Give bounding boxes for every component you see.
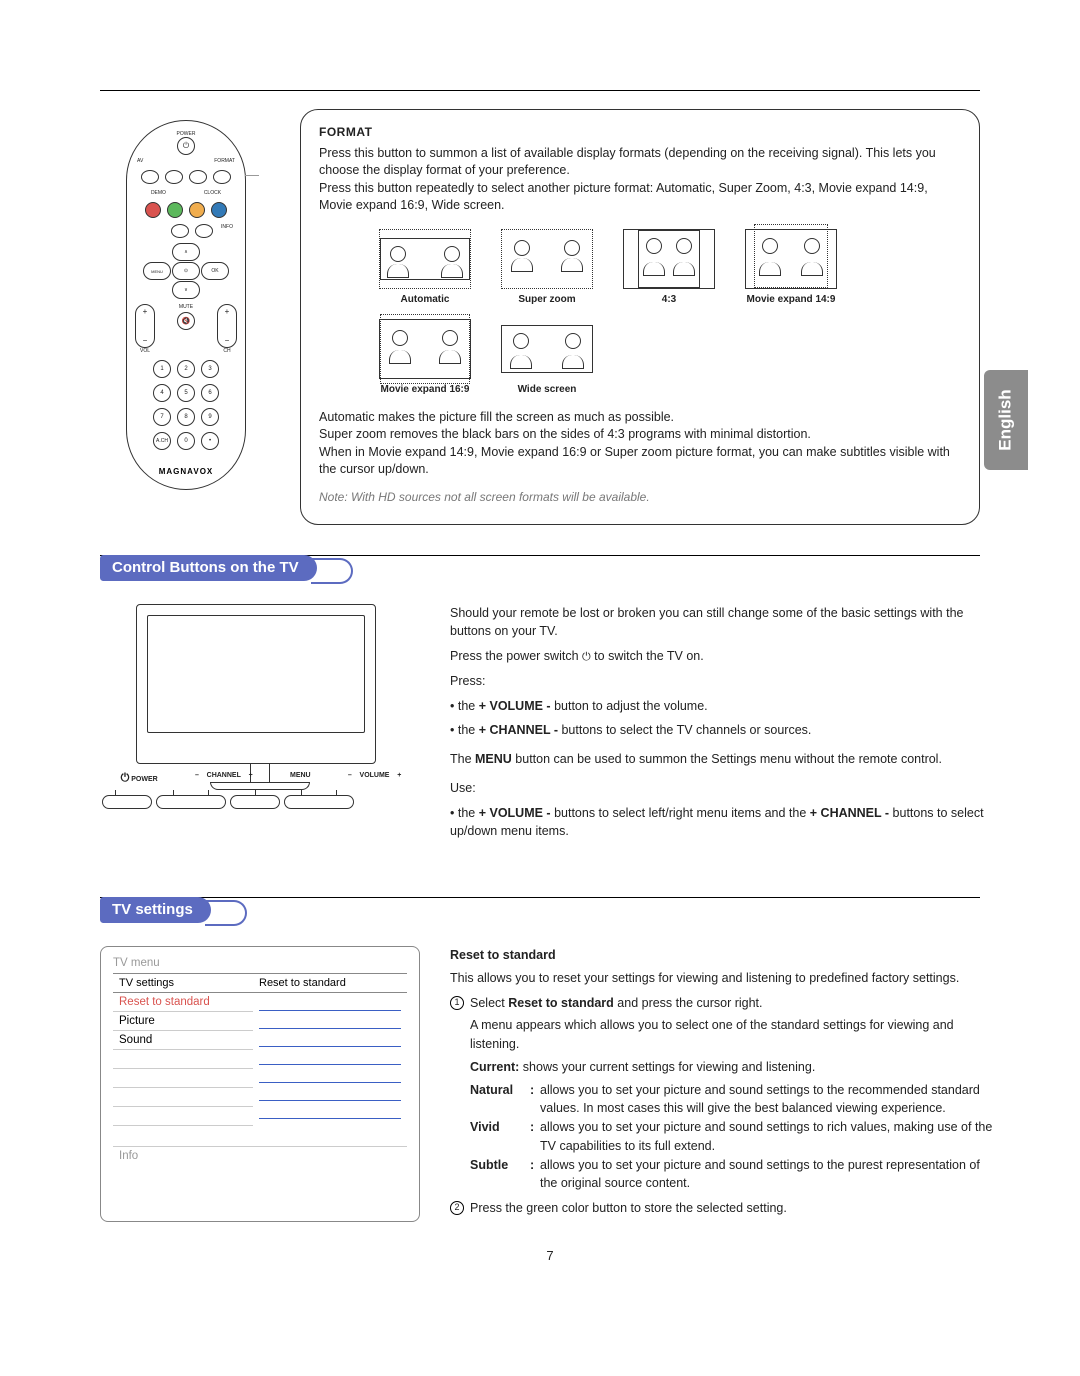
ch-rocker-icon: +− [217, 304, 237, 348]
yellow-button-icon [189, 202, 205, 218]
control-text: Should your remote be lost or broken you… [450, 604, 1000, 848]
format-text-4: Super zoom removes the black bars on the… [319, 426, 961, 444]
format-label: FORMAT [214, 158, 235, 164]
format-text-2: Press this button repeatedly to select a… [319, 180, 961, 215]
format-thumb-169 [379, 319, 471, 379]
menu-item-picture: Picture [113, 1012, 253, 1031]
tvsettings-header-pill: TV settings [100, 897, 211, 923]
dpad-icon: ∧ MENU⊙OK ∨ [141, 243, 231, 299]
info-label: INFO [221, 224, 233, 238]
menu-item-reset: Reset to standard [113, 993, 253, 1012]
format-thumb-widescreen [501, 319, 593, 379]
top-rule [100, 90, 980, 91]
tvsettings-section-header: TV settings [100, 897, 1000, 924]
format-panel: FORMAT Press this button to summon a lis… [300, 109, 980, 525]
reset-text: Reset to standard This allows you to res… [450, 946, 1000, 1222]
green-button-icon [167, 202, 183, 218]
demo-label: DEMO [151, 190, 166, 196]
page-number: 7 [100, 1248, 1000, 1263]
tv-illustration: ⏻ POWER – CHANNEL + MENU – VOLUME + [100, 604, 420, 848]
vol-rocker-icon: +− [135, 304, 155, 348]
format-text-1: Press this button to summon a list of av… [319, 145, 961, 180]
step-2-icon: 2 [450, 1201, 464, 1215]
control-header-pill: Control Buttons on the TV [100, 555, 317, 581]
format-thumb-149 [745, 229, 837, 289]
power-glyph-icon: ⏻ [582, 651, 591, 663]
format-grid-row2: Movie expand 16:9 Wide screen [379, 319, 961, 397]
format-text-5: When in Movie expand 14:9, Movie expand … [319, 444, 961, 479]
format-text-3: Automatic makes the picture fill the scr… [319, 409, 961, 427]
clock-label: CLOCK [204, 190, 221, 196]
format-thumb-43 [623, 229, 715, 289]
power-button-icon: ⏻ [177, 137, 195, 155]
format-note: Note: With HD sources not all screen for… [319, 489, 961, 506]
mute-icon: 🔇 [177, 312, 195, 330]
language-tab: English [984, 370, 1028, 470]
menu-item-sound: Sound [113, 1031, 253, 1050]
av-label: AV [137, 158, 143, 164]
remote-control-illustration: POWER ⏻ AV FORMAT DEMO CLOCK INFO ∧ MENU… [126, 120, 246, 490]
format-grid-row1: Automatic Super zoom 4:3 Movie expand [379, 229, 961, 307]
control-section-header: Control Buttons on the TV [100, 555, 1000, 582]
brand-label: MAGNAVOX [159, 467, 214, 476]
tv-menu-illustration: TV menu TV settings Reset to standard Pi… [100, 946, 420, 1222]
format-thumb-automatic [379, 229, 471, 289]
format-title: FORMAT [319, 124, 961, 141]
format-thumb-superzoom [501, 229, 593, 289]
callout-line [245, 175, 259, 176]
blue-button-icon [211, 202, 227, 218]
step-1-icon: 1 [450, 996, 464, 1010]
red-button-icon [145, 202, 161, 218]
